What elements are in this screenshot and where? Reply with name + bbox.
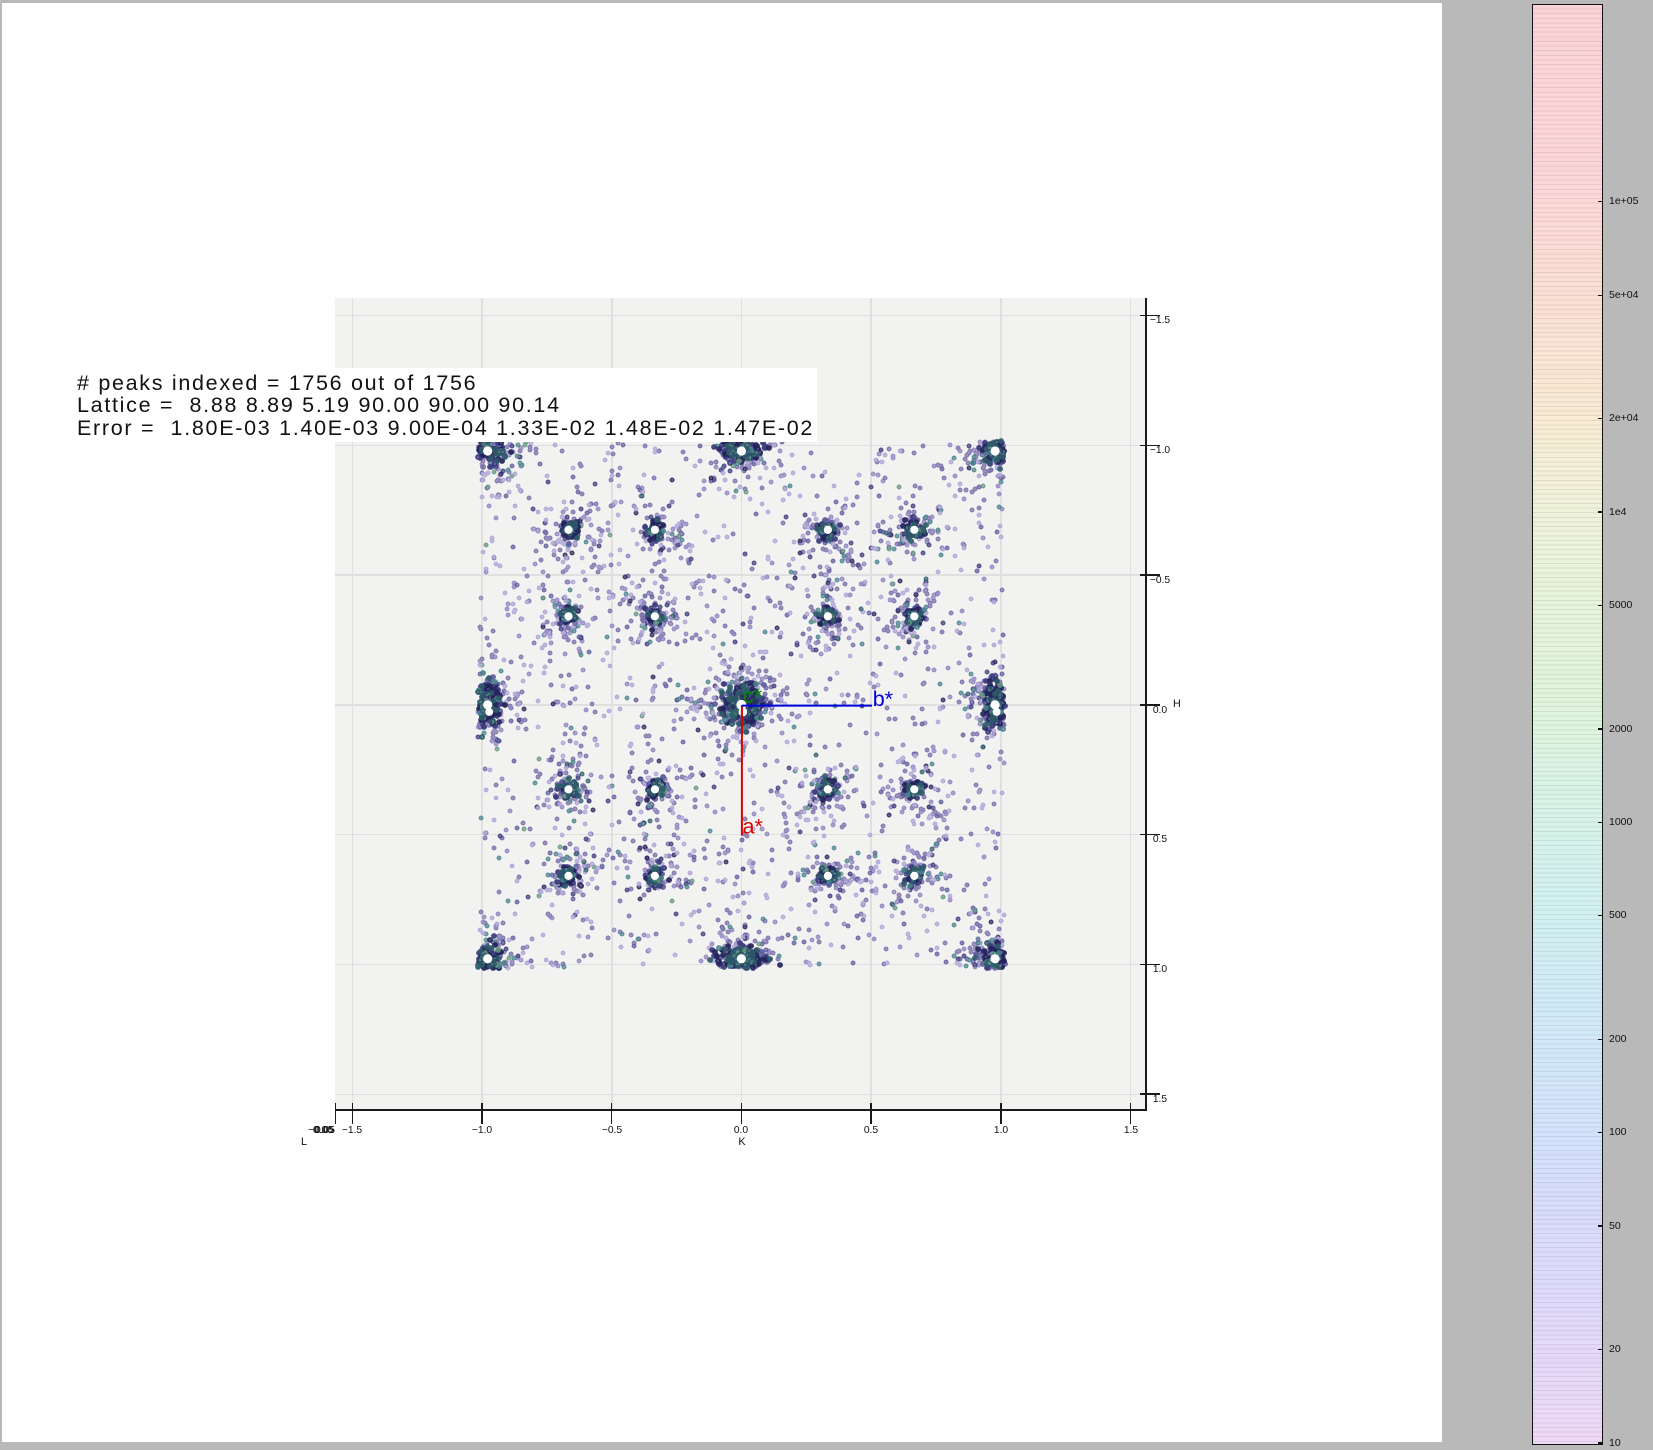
svg-text:a*: a* <box>743 815 764 839</box>
svg-text:b*: b* <box>873 687 894 711</box>
svg-text:c*: c* <box>743 684 763 708</box>
